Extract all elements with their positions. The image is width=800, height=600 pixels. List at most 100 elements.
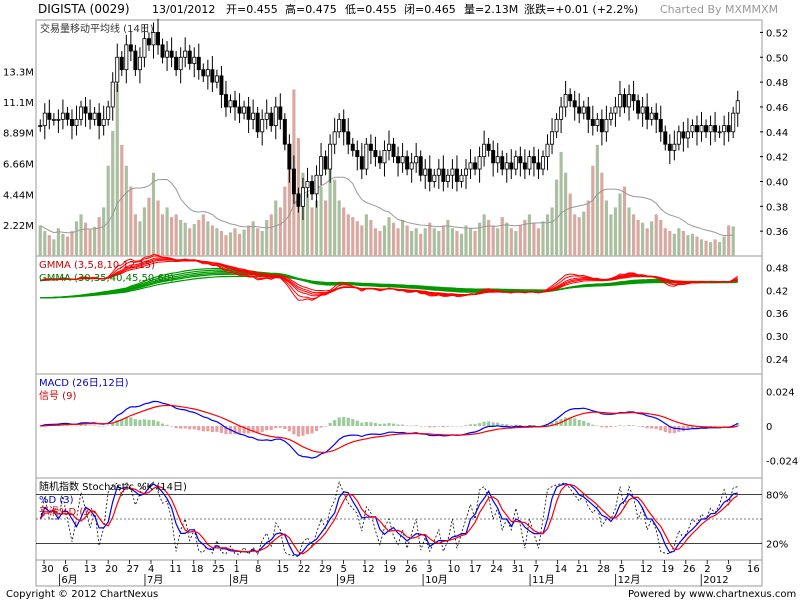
volume-bar	[532, 222, 536, 256]
candle	[613, 97, 618, 127]
macd-histogram-bar	[188, 426, 192, 430]
volume-bar	[459, 233, 464, 256]
volume-bar	[287, 151, 291, 256]
volume-bar	[450, 228, 454, 256]
macd-histogram-bar	[514, 424, 518, 426]
candle	[51, 113, 56, 126]
volume-bar	[536, 228, 541, 256]
candle-body	[595, 118, 600, 126]
candle-body	[699, 125, 704, 133]
stoch-tick-label: 20%	[766, 540, 788, 551]
volume-bar	[405, 225, 409, 256]
candle	[518, 146, 523, 177]
candle-body	[581, 106, 586, 114]
candle-body	[56, 118, 61, 121]
macd-histogram-bar	[672, 426, 676, 434]
candle-body	[328, 143, 333, 170]
volume-bar	[468, 228, 473, 256]
signal-legend: 信号 (9)	[39, 390, 76, 402]
candle-body	[640, 106, 645, 114]
volume-bar	[124, 165, 128, 256]
volume-bar	[147, 197, 151, 256]
macd-histogram-bar	[333, 420, 337, 426]
candle	[359, 142, 364, 179]
low-label: 低=0.455	[345, 3, 397, 16]
macd-histogram-bar	[206, 426, 210, 432]
x-day-label: 28	[597, 564, 610, 575]
volume-bar	[360, 225, 364, 256]
volume-bar	[677, 228, 681, 256]
candle-body	[627, 94, 632, 108]
macd-histogram-bar	[663, 426, 667, 432]
macd-histogram-bar	[627, 425, 631, 426]
candle-body	[174, 56, 179, 71]
volume-bar	[496, 228, 500, 256]
x-day-label: 20	[105, 564, 118, 575]
volume-bar	[56, 228, 60, 256]
volume-ma-line	[40, 176, 734, 237]
x-day-label: 30	[41, 564, 54, 575]
macd-histogram-bar	[595, 425, 599, 427]
candle	[97, 103, 102, 140]
candle-body	[436, 168, 441, 176]
candle	[115, 43, 120, 93]
volume-bar	[428, 222, 432, 256]
macd-histogram-bar	[459, 425, 464, 427]
x-day-label: 15	[276, 564, 289, 575]
volume-bar	[342, 207, 346, 256]
candle	[251, 99, 256, 130]
x-day-label: 29	[319, 564, 332, 575]
candle-body	[559, 106, 564, 120]
volume-bar	[473, 231, 477, 256]
candle	[110, 72, 115, 121]
volume-bar	[364, 214, 368, 256]
volume-bar	[718, 242, 722, 256]
candle	[101, 105, 106, 136]
volume-bar	[545, 214, 550, 256]
candle-body	[513, 156, 518, 170]
candle-body	[146, 38, 151, 46]
stoch-tick-label: 80%	[766, 490, 788, 501]
macd-histogram-bar	[536, 425, 541, 427]
x-month-label: 11月	[532, 574, 555, 586]
candle-body	[119, 56, 124, 71]
candle	[486, 138, 491, 157]
volume-bar	[65, 236, 70, 256]
candle	[205, 59, 210, 90]
candle-body	[251, 112, 256, 120]
x-day-label: 7	[533, 564, 539, 575]
change-label: 涨跌=+0.01 (+2.2%)	[524, 2, 638, 16]
candle	[509, 149, 514, 179]
macd-histogram-bar	[586, 422, 590, 426]
volume-bar	[577, 217, 581, 256]
volume-bar	[274, 200, 278, 256]
candle	[685, 118, 690, 148]
gmma-long-line	[40, 267, 738, 299]
candle-body	[550, 131, 555, 145]
macd-histogram-bar	[165, 424, 169, 426]
macd-histogram-bar	[573, 418, 577, 426]
candle	[210, 56, 215, 93]
candle-body	[631, 94, 636, 102]
volume-bar	[333, 179, 337, 256]
candle-body	[69, 118, 74, 126]
macd-histogram-bar	[124, 417, 128, 426]
candle-body	[622, 94, 627, 108]
candle-body	[396, 156, 401, 164]
volume-bar	[88, 229, 92, 256]
volume-bar	[419, 233, 423, 256]
candle	[586, 97, 591, 134]
candle	[65, 106, 70, 126]
volume-bar	[659, 219, 663, 256]
candle	[60, 99, 65, 130]
candle	[504, 152, 509, 183]
volume-bar	[233, 228, 237, 256]
candle	[364, 138, 369, 176]
volume-bar	[111, 131, 115, 256]
gmma-tick-label: 0.30	[766, 332, 788, 343]
macd-histogram-bar	[487, 421, 491, 426]
macd-histogram-bar	[410, 425, 414, 427]
candle-body	[74, 118, 79, 126]
macd-histogram-bar	[736, 423, 740, 426]
